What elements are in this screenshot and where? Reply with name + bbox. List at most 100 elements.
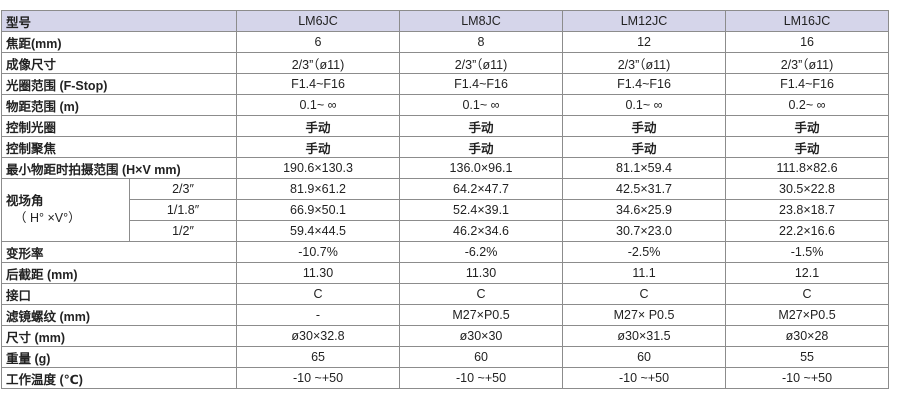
cell: 52.4×39.1	[399, 199, 564, 221]
lens-spec-table: 型号 LM6JC LM8JC LM12JC LM16JC 焦距(mm) 6 8 …	[0, 10, 890, 389]
fov-label: 视场角 （ H° ×V°）	[1, 178, 130, 242]
row-label: 控制聚焦	[0, 136, 238, 158]
cell: 34.6×25.9	[562, 199, 727, 221]
cell: 16	[725, 31, 890, 53]
row-label: 光圈范围 (F-Stop)	[0, 73, 238, 95]
cell: 136.0×96.1	[399, 157, 564, 179]
cell: 8	[399, 31, 564, 53]
model-header-2: LM8JC	[399, 10, 564, 32]
cell: 190.6×130.3	[236, 157, 401, 179]
cell: 12	[562, 31, 727, 53]
cell: C	[725, 283, 890, 305]
cell: 111.8×82.6	[725, 157, 890, 179]
row-imaging: 成像尺寸 2/3”（ø11) 2/3”（ø11) 2/3”（ø11) 2/3”（…	[0, 52, 890, 74]
row-weight: 重量 (g) 65 60 60 55	[0, 346, 890, 368]
cell: -6.2%	[399, 241, 564, 263]
cell: 手动	[725, 136, 890, 158]
row-label: 工作温度 (℃)	[0, 367, 238, 389]
row-back-focal: 后截距 (mm) 11.30 11.30 11.1 12.1	[0, 262, 890, 284]
cell: M27×P0.5	[725, 304, 890, 326]
cell: 23.8×18.7	[725, 199, 890, 221]
row-label: 尺寸 (mm)	[0, 325, 238, 347]
model-header-4: LM16JC	[725, 10, 890, 32]
cell: F1.4~F16	[399, 73, 564, 95]
cell: ø30×31.5	[562, 325, 727, 347]
row-label: 重量 (g)	[0, 346, 238, 368]
cell: -1.5%	[725, 241, 890, 263]
cell: 60	[562, 346, 727, 368]
fov-format: 1/1.8″	[128, 199, 238, 221]
cell: 手动	[725, 115, 890, 137]
row-min-area: 最小物距时拍摄范围 (H×V mm) 190.6×130.3 136.0×96.…	[0, 157, 890, 179]
cell: 11.30	[399, 262, 564, 284]
cell: 0.1~ ∞	[236, 94, 401, 116]
cell: 22.2×16.6	[725, 220, 890, 242]
row-focal: 焦距(mm) 6 8 12 16	[0, 31, 890, 53]
cell: 手动	[236, 136, 401, 158]
row-object-range: 物距范围 (m) 0.1~ ∞ 0.1~ ∞ 0.1~ ∞ 0.2~ ∞	[0, 94, 890, 116]
cell: 0.1~ ∞	[562, 94, 727, 116]
cell: F1.4~F16	[725, 73, 890, 95]
fov-format: 2/3″	[128, 178, 238, 200]
cell: 11.30	[236, 262, 401, 284]
cell: 手动	[399, 136, 564, 158]
cell: 30.7×23.0	[562, 220, 727, 242]
fov-label-line1: 视场角	[6, 194, 44, 208]
model-header-label: 型号	[0, 10, 238, 32]
row-fov-3: 1/2″ 59.4×44.5 46.2×34.6 30.7×23.0 22.2×…	[2, 220, 890, 242]
cell: 0.2~ ∞	[725, 94, 890, 116]
cell: 0.1~ ∞	[399, 94, 564, 116]
row-label: 后截距 (mm)	[0, 262, 238, 284]
cell: 65	[236, 346, 401, 368]
cell: 12.1	[725, 262, 890, 284]
row-filter: 滤镜螺纹 (mm) - M27×P0.5 M27× P0.5 M27×P0.5	[0, 304, 890, 326]
cell: 81.1×59.4	[562, 157, 727, 179]
cell: M27× P0.5	[562, 304, 727, 326]
spec-table-container: 型号 LM6JC LM8JC LM12JC LM16JC 焦距(mm) 6 8 …	[0, 10, 890, 389]
row-label: 成像尺寸	[0, 52, 238, 74]
cell: 6	[236, 31, 401, 53]
cell: F1.4~F16	[562, 73, 727, 95]
cell: M27×P0.5	[399, 304, 564, 326]
row-label: 焦距(mm)	[0, 31, 238, 53]
cell: 手动	[562, 115, 727, 137]
cell: -10 ~+50	[725, 367, 890, 389]
cell: F1.4~F16	[236, 73, 401, 95]
fov-label-line2: （ H° ×V°）	[14, 211, 81, 225]
header-row: 型号 LM6JC LM8JC LM12JC LM16JC	[0, 10, 890, 32]
row-temp: 工作温度 (℃) -10 ~+50 -10 ~+50 -10 ~+50 -10 …	[0, 367, 890, 389]
row-label: 变形率	[0, 241, 238, 263]
cell: 81.9×61.2	[236, 178, 401, 200]
cell: 2/3”（ø11)	[725, 52, 890, 74]
cell: 2/3”（ø11)	[236, 52, 401, 74]
row-focus-control: 控制聚焦 手动 手动 手动 手动	[0, 136, 890, 158]
cell: 42.5×31.7	[562, 178, 727, 200]
cell: -	[236, 304, 401, 326]
cell: C	[562, 283, 727, 305]
row-mount: 接口 C C C C	[0, 283, 890, 305]
cell: -2.5%	[562, 241, 727, 263]
row-label: 接口	[0, 283, 238, 305]
row-fov-1: 视场角 （ H° ×V°） 2/3″ 81.9×61.2 64.2×47.7 4…	[1, 178, 890, 242]
cell: -10 ~+50	[562, 367, 727, 389]
cell: 55	[725, 346, 890, 368]
cell: ø30×28	[725, 325, 890, 347]
row-fov-2: 1/1.8″ 66.9×50.1 52.4×39.1 34.6×25.9 23.…	[2, 199, 890, 221]
row-label: 最小物距时拍摄范围 (H×V mm)	[0, 157, 238, 179]
cell: C	[236, 283, 401, 305]
cell: 66.9×50.1	[236, 199, 401, 221]
cell: 46.2×34.6	[399, 220, 564, 242]
cell: 手动	[399, 115, 564, 137]
model-header-1: LM6JC	[236, 10, 401, 32]
cell: 2/3”（ø11)	[562, 52, 727, 74]
row-iris-control: 控制光圈 手动 手动 手动 手动	[0, 115, 890, 137]
cell: -10 ~+50	[236, 367, 401, 389]
cell: 11.1	[562, 262, 727, 284]
cell: ø30×30	[399, 325, 564, 347]
row-label: 物距范围 (m)	[0, 94, 238, 116]
row-label: 控制光圈	[0, 115, 238, 137]
cell: 30.5×22.8	[725, 178, 890, 200]
cell: 59.4×44.5	[236, 220, 401, 242]
cell: -10.7%	[236, 241, 401, 263]
cell: 64.2×47.7	[399, 178, 564, 200]
